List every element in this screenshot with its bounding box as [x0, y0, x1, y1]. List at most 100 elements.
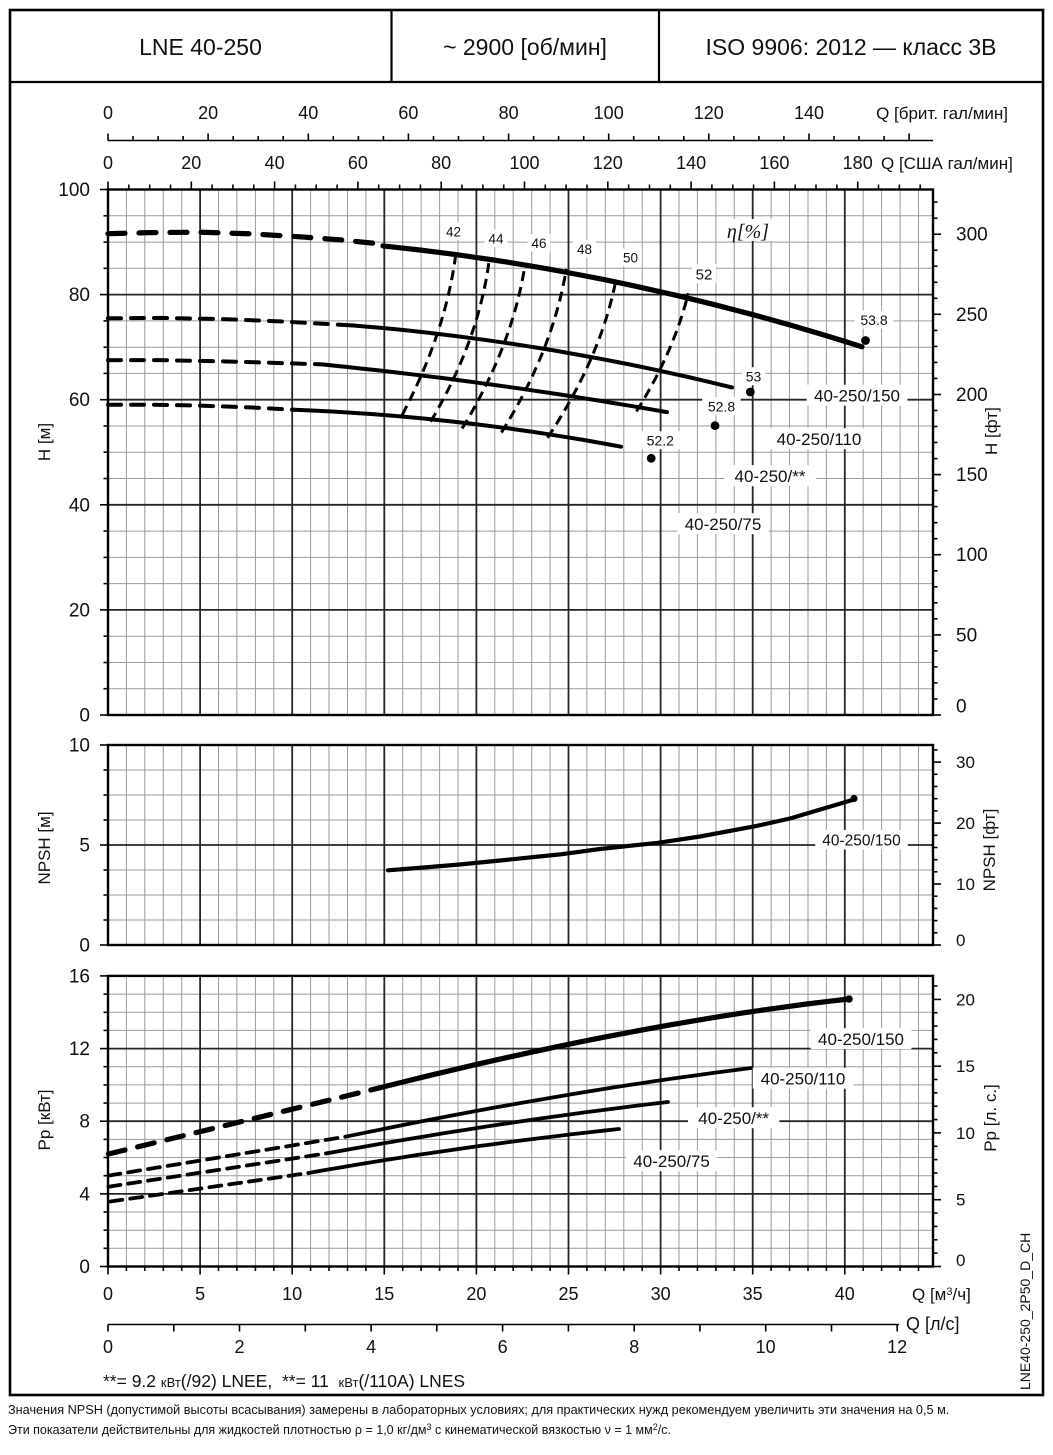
svg-text:20: 20 [181, 153, 201, 173]
svg-text:12: 12 [69, 1039, 90, 1060]
svg-text:53.8: 53.8 [860, 312, 887, 328]
svg-text:0: 0 [103, 153, 113, 173]
svg-text:40: 40 [69, 495, 90, 516]
svg-text:20: 20 [69, 600, 90, 621]
svg-text:40-250/150: 40-250/150 [818, 1030, 904, 1049]
svg-text:NPSH [м]: NPSH [м] [35, 811, 54, 884]
svg-text:300: 300 [956, 225, 988, 246]
svg-text:42: 42 [446, 224, 461, 239]
svg-text:10: 10 [956, 1124, 975, 1143]
svg-text:8: 8 [629, 1337, 639, 1357]
svg-text:80: 80 [431, 153, 451, 173]
svg-text:Q [м3/ч]: Q [м3/ч] [912, 1285, 971, 1304]
svg-text:LNE 40-250: LNE 40-250 [139, 34, 262, 60]
svg-text:0: 0 [103, 103, 113, 123]
svg-text:Эти показатели действительны д: Эти показатели действительны для жидкост… [8, 1422, 671, 1437]
svg-text:20: 20 [466, 1284, 486, 1304]
svg-text:0: 0 [103, 1284, 113, 1304]
svg-text:250: 250 [956, 305, 988, 326]
svg-text:40: 40 [298, 103, 318, 123]
svg-text:44: 44 [488, 231, 504, 246]
svg-text:10: 10 [282, 1284, 302, 1304]
svg-text:10: 10 [756, 1337, 776, 1357]
svg-text:0: 0 [79, 936, 90, 957]
svg-text:5: 5 [79, 836, 90, 857]
svg-text:0: 0 [79, 1257, 90, 1278]
svg-text:Q [брит. гал/мин]: Q [брит. гал/мин] [876, 104, 1008, 123]
svg-text:80: 80 [69, 285, 90, 306]
svg-text:100: 100 [956, 545, 988, 566]
svg-text:20: 20 [956, 990, 975, 1009]
svg-text:120: 120 [593, 153, 623, 173]
svg-text:140: 140 [794, 103, 824, 123]
svg-text:40-250/110: 40-250/110 [777, 430, 862, 449]
svg-text:40-250/**: 40-250/** [735, 467, 806, 486]
svg-text:60: 60 [69, 390, 90, 411]
svg-text:10: 10 [69, 736, 90, 757]
svg-text:40-250/150: 40-250/150 [822, 833, 901, 850]
svg-text:30: 30 [651, 1284, 671, 1304]
svg-text:Значения NPSH (допустимой высо: Значения NPSH (допустимой высоты всасыва… [8, 1403, 949, 1417]
svg-text:80: 80 [499, 103, 519, 123]
svg-text:2: 2 [234, 1337, 244, 1357]
svg-text:35: 35 [743, 1284, 763, 1304]
svg-text:50: 50 [956, 625, 977, 646]
svg-text:5: 5 [195, 1284, 205, 1304]
svg-text:140: 140 [676, 153, 706, 173]
svg-text:20: 20 [198, 103, 218, 123]
svg-text:η[%]: η[%] [727, 221, 769, 243]
svg-text:Pp [л. с.]: Pp [л. с.] [981, 1084, 1000, 1152]
svg-text:Q [л/с]: Q [л/с] [906, 1314, 960, 1334]
svg-text:**= 9.2 кВт(/92) LNEE, **= 11: **= 9.2 кВт(/92) LNEE, **= 11 кВт(/110A)… [103, 1371, 465, 1391]
svg-text:160: 160 [759, 153, 789, 173]
svg-text:LNE40-250_2P50_D_CH: LNE40-250_2P50_D_CH [1017, 1233, 1033, 1390]
svg-text:100: 100 [58, 180, 90, 201]
svg-text:Q [США гал/мин]: Q [США гал/мин] [881, 154, 1013, 173]
svg-text:5: 5 [956, 1191, 965, 1210]
svg-text:12: 12 [887, 1337, 907, 1357]
svg-text:53: 53 [746, 369, 762, 385]
svg-text:25: 25 [558, 1284, 578, 1304]
svg-text:Pp [кВт]: Pp [кВт] [35, 1090, 54, 1151]
svg-text:46: 46 [531, 236, 546, 251]
svg-text:52.2: 52.2 [647, 433, 674, 449]
svg-text:10: 10 [956, 875, 975, 894]
svg-text:100: 100 [509, 153, 539, 173]
svg-text:H [м]: H [м] [35, 423, 54, 461]
svg-text:40-250/**: 40-250/** [698, 1109, 769, 1128]
svg-text:40-250/150: 40-250/150 [814, 387, 900, 406]
svg-text:~ 2900 [об/мин]: ~ 2900 [об/мин] [443, 34, 607, 60]
svg-text:15: 15 [956, 1057, 975, 1076]
svg-text:16: 16 [69, 966, 90, 987]
svg-text:0: 0 [956, 697, 967, 718]
svg-text:NPSH [фт]: NPSH [фт] [980, 809, 999, 892]
svg-text:200: 200 [956, 385, 988, 406]
svg-text:4: 4 [79, 1184, 90, 1205]
svg-text:8: 8 [79, 1112, 90, 1133]
svg-text:0: 0 [956, 931, 965, 950]
svg-text:180: 180 [843, 153, 873, 173]
svg-text:40-250/75: 40-250/75 [685, 515, 762, 534]
svg-text:30: 30 [956, 753, 975, 772]
svg-text:40: 40 [835, 1284, 855, 1304]
svg-text:120: 120 [694, 103, 724, 123]
svg-text:0: 0 [103, 1337, 113, 1357]
svg-text:0: 0 [956, 1251, 965, 1270]
svg-text:H [фт]: H [фт] [982, 407, 1001, 455]
svg-text:50: 50 [623, 250, 638, 265]
svg-text:48: 48 [577, 242, 592, 257]
svg-text:40-250/110: 40-250/110 [761, 1070, 846, 1089]
svg-text:100: 100 [594, 103, 624, 123]
svg-text:60: 60 [348, 153, 368, 173]
svg-text:0: 0 [79, 706, 90, 727]
svg-text:15: 15 [374, 1284, 394, 1304]
svg-text:20: 20 [956, 814, 975, 833]
svg-text:52.8: 52.8 [708, 399, 735, 415]
svg-text:150: 150 [956, 465, 988, 486]
svg-text:4: 4 [366, 1337, 376, 1357]
svg-text:40: 40 [265, 153, 285, 173]
svg-text:6: 6 [498, 1337, 508, 1357]
svg-text:ISO 9906: 2012 — класс 3В: ISO 9906: 2012 — класс 3В [706, 34, 997, 60]
svg-text:52: 52 [696, 266, 713, 283]
svg-text:40-250/75: 40-250/75 [633, 1152, 710, 1171]
